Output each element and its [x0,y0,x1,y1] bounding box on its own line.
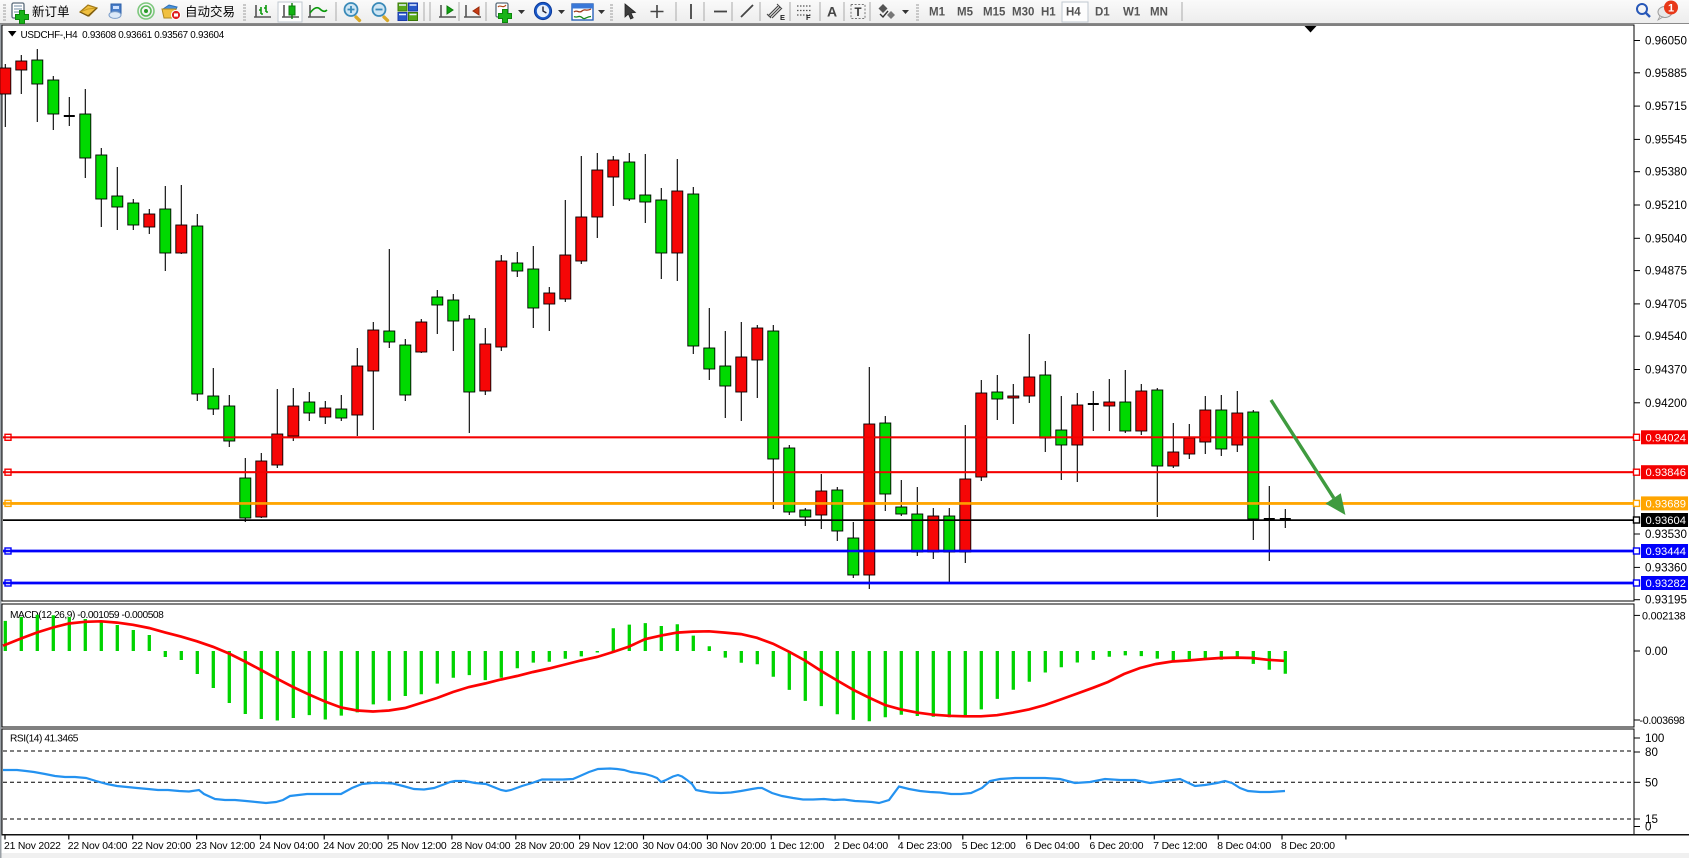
svg-text:25 Nov 12:00: 25 Nov 12:00 [387,841,447,852]
svg-text:29 Nov 12:00: 29 Nov 12:00 [579,841,639,852]
svg-text:6 Dec 20:00: 6 Dec 20:00 [1090,841,1144,852]
svg-text:H4: H4 [1066,7,1081,19]
svg-text:0.95545: 0.95545 [1645,133,1687,146]
svg-text:1 Dec 12:00: 1 Dec 12:00 [770,841,824,852]
svg-text:W1: W1 [1123,7,1141,19]
svg-text:7 Dec 12:00: 7 Dec 12:00 [1153,841,1207,852]
svg-text:0.002138: 0.002138 [1642,610,1686,622]
svg-text:E: E [780,13,785,22]
svg-text:28 Nov 20:00: 28 Nov 20:00 [515,841,575,852]
svg-text:24 Nov 04:00: 24 Nov 04:00 [259,841,319,852]
svg-text:80: 80 [1645,746,1658,759]
svg-text:8 Dec 04:00: 8 Dec 04:00 [1217,841,1271,852]
svg-text:A: A [827,4,837,20]
svg-text:M30: M30 [1012,7,1034,19]
svg-text:0.93444: 0.93444 [1646,546,1686,558]
svg-text:22 Nov 04:00: 22 Nov 04:00 [68,841,128,852]
svg-text:5 Dec 12:00: 5 Dec 12:00 [962,841,1016,852]
svg-text:24 Nov 20:00: 24 Nov 20:00 [323,841,383,852]
svg-text:RSI(14) 41.3465: RSI(14) 41.3465 [10,734,79,745]
svg-text:0.93846: 0.93846 [1646,467,1686,479]
svg-text:2 Dec 04:00: 2 Dec 04:00 [834,841,888,852]
svg-text:21 Nov 2022: 21 Nov 2022 [4,841,61,852]
svg-text:H1: H1 [1041,7,1056,19]
svg-text:22 Nov 20:00: 22 Nov 20:00 [132,841,192,852]
svg-text:30 Nov 20:00: 30 Nov 20:00 [706,841,766,852]
svg-text:4 Dec 23:00: 4 Dec 23:00 [898,841,952,852]
svg-text:F: F [806,13,811,22]
svg-text:0.95380: 0.95380 [1645,166,1687,179]
svg-text:MACD(12,26,9) -0.001059 -0.000: MACD(12,26,9) -0.001059 -0.000508 [10,610,164,621]
svg-text:M1: M1 [929,7,946,19]
svg-text:M5: M5 [957,7,974,19]
svg-text:-0.003698: -0.003698 [1640,715,1685,727]
svg-text:0.94200: 0.94200 [1645,397,1687,410]
svg-text:6 Dec 04:00: 6 Dec 04:00 [1026,841,1080,852]
svg-text:0.94370: 0.94370 [1645,364,1687,377]
svg-text:8 Dec 20:00: 8 Dec 20:00 [1281,841,1335,852]
svg-text:15: 15 [1645,813,1658,826]
svg-text:0.00: 0.00 [1645,645,1668,658]
svg-text:0.93195: 0.93195 [1645,594,1687,607]
svg-text:0.96050: 0.96050 [1645,35,1687,48]
svg-text:0.95885: 0.95885 [1645,67,1687,80]
svg-text:0.94024: 0.94024 [1646,432,1686,444]
svg-text:T: T [855,7,862,19]
svg-text:0.93282: 0.93282 [1646,578,1686,590]
svg-text:28 Nov 04:00: 28 Nov 04:00 [451,841,511,852]
svg-text:0.95715: 0.95715 [1645,100,1687,113]
svg-text:0.94705: 0.94705 [1645,298,1687,311]
svg-text:0.93360: 0.93360 [1645,561,1687,574]
svg-text:30 Nov 04:00: 30 Nov 04:00 [643,841,703,852]
svg-text:自动交易: 自动交易 [185,4,235,19]
svg-text:100: 100 [1645,732,1664,745]
svg-text:0.94540: 0.94540 [1645,330,1687,343]
svg-text:新订单: 新订单 [32,4,70,19]
svg-text:USDCHF-,H4 0.93608 0.93661 0.: USDCHF-,H4 0.93608 0.93661 0.93567 0.936… [21,30,225,41]
svg-text:0.94875: 0.94875 [1645,265,1687,278]
svg-text:0.93689: 0.93689 [1646,498,1686,510]
svg-text:0.93604: 0.93604 [1646,515,1686,527]
svg-text:0.95040: 0.95040 [1645,232,1687,245]
svg-text:0: 0 [1645,821,1651,834]
svg-text:M15: M15 [983,7,1006,19]
svg-text:50: 50 [1645,776,1658,789]
svg-text:23 Nov 12:00: 23 Nov 12:00 [196,841,256,852]
svg-text:MN: MN [1150,7,1168,19]
svg-text:0.95210: 0.95210 [1645,199,1687,212]
svg-text:1: 1 [1668,3,1674,15]
svg-text:0.93530: 0.93530 [1645,528,1687,541]
svg-text:D1: D1 [1095,7,1110,19]
